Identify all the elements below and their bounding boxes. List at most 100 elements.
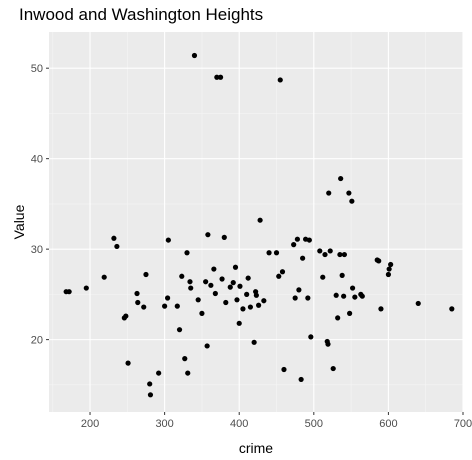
data-point <box>234 297 240 303</box>
x-tick-label: 500 <box>305 418 323 430</box>
data-point <box>101 274 107 280</box>
data-point <box>188 285 194 291</box>
data-point <box>135 299 141 306</box>
data-point <box>325 341 331 347</box>
data-point <box>204 343 210 349</box>
data-point <box>335 315 341 321</box>
data-point <box>174 303 180 309</box>
chart-title: Inwood and Washington Heights <box>19 5 264 24</box>
data-point <box>182 356 188 362</box>
data-point <box>352 294 358 300</box>
data-point <box>147 381 153 387</box>
data-point <box>296 287 302 293</box>
data-point <box>261 298 267 304</box>
data-point <box>195 297 201 303</box>
x-tick-label: 600 <box>379 418 397 430</box>
data-point <box>277 77 283 83</box>
y-axis-title: Value <box>11 204 27 239</box>
data-point <box>322 251 328 258</box>
data-point <box>338 175 344 182</box>
data-point <box>199 310 205 316</box>
data-point <box>308 334 314 340</box>
plot-panel <box>49 32 463 412</box>
data-point <box>179 273 185 279</box>
data-point <box>227 284 233 290</box>
data-point <box>300 255 306 261</box>
data-point <box>165 237 171 243</box>
data-point <box>134 290 140 297</box>
data-point <box>111 235 117 241</box>
data-point <box>219 276 225 282</box>
y-axis: 20 30 40 50 <box>31 63 49 347</box>
data-point <box>114 243 120 250</box>
data-point <box>266 250 272 256</box>
data-point <box>165 295 171 301</box>
data-point <box>214 74 220 80</box>
data-point <box>203 279 209 285</box>
data-point <box>208 282 214 288</box>
y-tick-label: 50 <box>31 63 43 75</box>
data-point <box>350 285 356 291</box>
data-point <box>326 190 332 196</box>
data-point <box>330 365 336 372</box>
data-point <box>341 293 347 299</box>
data-point <box>385 271 392 278</box>
data-point <box>211 266 217 272</box>
data-point <box>185 370 191 376</box>
data-point <box>184 250 190 256</box>
data-point <box>223 299 229 306</box>
data-point <box>191 52 198 59</box>
data-point <box>212 290 218 297</box>
data-point <box>333 292 339 298</box>
data-point <box>305 295 311 301</box>
x-axis-title: crime <box>239 440 273 456</box>
data-point <box>230 280 236 286</box>
data-point <box>257 217 263 223</box>
data-point <box>347 310 353 316</box>
data-point <box>359 293 365 299</box>
x-axis: 200 300 400 500 600 700 <box>81 412 472 430</box>
data-point <box>147 392 154 398</box>
data-point <box>378 306 384 312</box>
data-point <box>341 251 347 258</box>
data-points <box>63 52 455 398</box>
data-point <box>291 242 297 248</box>
data-point <box>143 271 149 278</box>
data-point <box>83 285 89 291</box>
data-point <box>123 313 129 319</box>
data-point <box>232 264 239 270</box>
data-point <box>245 275 251 281</box>
data-point <box>247 304 254 310</box>
y-tick-label: 40 <box>31 154 43 166</box>
y-tick-label: 30 <box>31 244 43 256</box>
data-point <box>292 295 298 301</box>
data-point <box>66 289 72 295</box>
data-point <box>253 292 259 298</box>
data-point <box>176 327 183 333</box>
data-point <box>256 302 262 308</box>
x-tick-label: 200 <box>81 418 99 430</box>
data-point <box>240 306 246 312</box>
data-point <box>276 273 282 279</box>
data-point <box>187 279 193 285</box>
data-point <box>294 236 300 242</box>
data-point <box>298 376 304 383</box>
data-point <box>376 258 382 264</box>
data-point <box>306 237 312 243</box>
data-point <box>221 234 227 240</box>
data-point <box>388 261 394 268</box>
data-point <box>320 274 326 280</box>
data-point <box>244 291 250 297</box>
data-point <box>205 232 211 238</box>
x-tick-label: 700 <box>454 418 472 430</box>
data-point <box>125 360 131 366</box>
data-point <box>162 303 168 309</box>
data-point <box>141 304 147 310</box>
data-point <box>281 366 287 373</box>
y-tick-label: 20 <box>31 335 43 347</box>
data-point <box>449 306 455 312</box>
data-point <box>273 250 280 256</box>
data-point <box>237 283 243 289</box>
data-point <box>156 370 162 376</box>
